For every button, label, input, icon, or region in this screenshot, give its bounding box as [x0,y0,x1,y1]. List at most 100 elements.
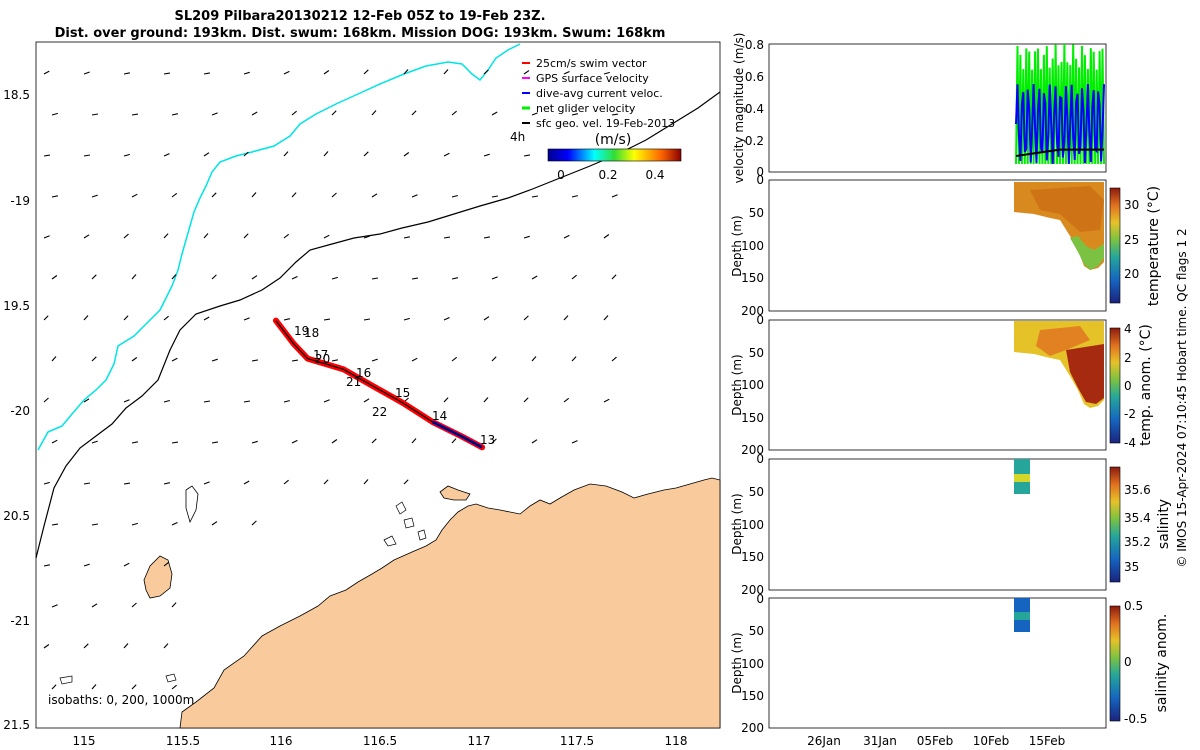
temp-anomaly-colorbar [1109,327,1121,444]
geo-velocity-arrow [83,71,90,75]
geo-velocity-arrow [451,194,458,198]
colorbar-tick: 0.4 [645,168,664,182]
land-peninsula [439,485,471,501]
geo-velocity-arrow [323,234,330,239]
geo-velocity-arrow [443,152,450,157]
geo-velocity-arrow [91,684,97,690]
y-tick: 200 [741,304,764,318]
x-tick: 116 [270,734,293,748]
x-tick: 115 [73,734,96,748]
geo-velocity-arrow [131,274,137,280]
land-island-west [143,555,173,599]
geo-velocity-arrow [403,69,409,75]
geo-velocity-arrow [323,479,329,485]
geo-velocity-arrow [83,315,89,321]
map-y-ticks: 18.5 -19 19.5 -20 20.5 -21 21.5 [3,88,30,732]
geo-velocity-arrow [331,359,339,362]
geo-velocity-series [1015,148,1104,157]
day-label: 18 [304,326,319,340]
geo-velocity-arrow [283,151,289,157]
geo-velocity-arrow [43,481,50,485]
geo-velocity-arrow [51,112,58,116]
geo-velocity-arrow [251,359,259,362]
geo-velocity-arrow [91,523,98,526]
geo-velocity-arrow [443,397,449,403]
current-velocity-series [1015,83,1105,164]
y-tick: -20 [10,404,30,418]
geo-velocity-arrow [611,113,618,116]
geo-velocity-arrow [83,234,90,239]
salinity-colorbar [1109,466,1121,583]
geo-velocity-arrow [91,274,97,280]
geo-velocity-arrow [451,356,458,362]
y-tick: 150 [741,271,764,285]
geo-velocity-arrow [371,358,378,362]
temperature-section-warm [1030,186,1104,232]
geo-velocity-arrow [611,194,618,198]
geo-velocity-arrow [83,482,90,485]
geo-velocity-arrow [571,440,578,444]
geo-velocity-arrow [491,438,497,444]
y-tick: 0 [756,592,764,606]
salinity-clabel: salinity [1156,499,1172,549]
y-tick: 0.4 [745,102,764,116]
geo-velocity-arrow [51,523,58,526]
geo-velocity-arrow [331,192,337,198]
y-tick: 19.5 [3,299,30,313]
geo-velocity-arrow [443,316,450,321]
geo-velocity-arrow [171,684,177,690]
salinity-anomaly-panel: 0 50 100 150 200 Depth (m) 0.5 0 -0.5 sa… [730,592,1170,748]
geo-velocity-arrow [131,602,137,608]
geo-velocity-arrow [331,276,338,280]
geo-velocity-arrow [611,274,617,280]
depth-ylabel: Depth (m) [730,354,744,415]
y-tick: 100 [741,239,764,253]
colorbar-tick: 0 [557,168,565,182]
geo-velocity-arrow [83,154,90,157]
geo-velocity-arrow [171,192,178,198]
colorbar-tick: -4 [1124,436,1136,450]
geo-velocity-arrow [163,399,170,403]
x-tick: 15Feb [1029,734,1066,748]
geo-velocity-arrow [131,113,138,116]
legend-label: 25cm/s swim vector [536,57,647,70]
map-panel: 19 18 17 20 16 21 15 22 14 13 18.5 -19 1… [3,41,721,748]
geo-velocity-arrow [43,644,50,649]
temp-anomaly-clabel: temp. anom. (°C) [1138,324,1154,446]
y-tick: 0.2 [745,134,764,148]
depth-ylabel: Depth (m) [730,632,744,693]
colorbar-tick: 35.4 [1124,511,1151,525]
colorbar-tick: 2 [1124,351,1132,365]
day-label: 22 [372,405,387,419]
geo-velocity-arrow [451,438,457,444]
geo-velocity-arrow [531,275,538,280]
geo-velocity-arrow [523,70,530,75]
geo-velocity-arrow [171,274,177,280]
geo-velocity-arrow [163,561,170,567]
geo-velocity-arrow [371,438,377,444]
geo-velocity-arrow [203,481,210,485]
y-tick: 18.5 [3,88,30,102]
velocity-ylabel: velocity magnitude (m/s) [732,33,746,184]
geo-velocity-arrow [563,397,570,403]
salinity-axes [768,458,1107,591]
geo-velocity-arrow [51,275,58,280]
y-tick: -21 [10,614,30,628]
y-tick: 150 [741,411,764,425]
geo-velocity-arrow [443,69,449,75]
y-tick: 200 [741,443,764,457]
geo-velocity-arrow [163,315,169,321]
y-tick: 0 [756,452,764,466]
geo-velocity-arrow [363,151,369,157]
colorbar-tick: 35 [1124,560,1139,574]
geo-velocity-arrow [323,399,330,403]
day-label: 13 [480,433,495,447]
geo-velocity-arrow [123,153,130,157]
geo-velocity-arrow [123,482,130,485]
colorbar-tick: 30 [1124,198,1139,212]
y-tick: 100 [741,657,764,671]
geo-velocity-arrow [371,110,377,116]
temperature-clabel: temperature (°C) [1146,186,1162,306]
geo-velocity-arrow [531,112,538,116]
geo-velocity-arrow [491,111,498,116]
